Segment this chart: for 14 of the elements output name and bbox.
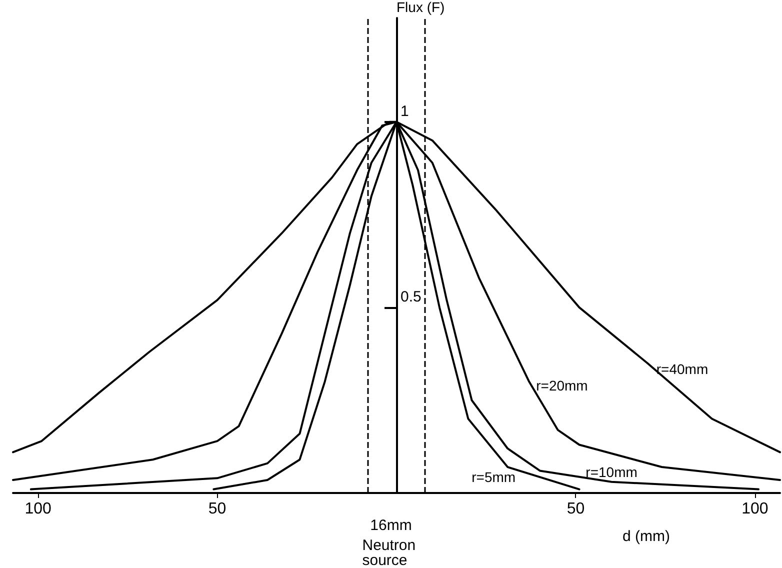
series-label: r=5mm (472, 469, 516, 486)
text: Neutron source (362, 537, 420, 568)
x-tick-label: 100 (24, 500, 52, 518)
x-tick-label: 50 (208, 500, 226, 518)
series-label: r=20mm (536, 378, 588, 394)
series-label: r=10mm (586, 464, 638, 480)
x-axis-title: d (mm) (622, 528, 670, 545)
y-tick-label: 1 (400, 102, 409, 120)
series-label: r=40mm (656, 361, 708, 378)
y-axis-title: Flux (F) (396, 0, 445, 15)
x-tick-label: 100 (742, 500, 768, 518)
text: 16mm (370, 517, 412, 534)
y-tick-label: 0.5 (400, 288, 422, 306)
x-tick-label: 50 (566, 500, 585, 518)
